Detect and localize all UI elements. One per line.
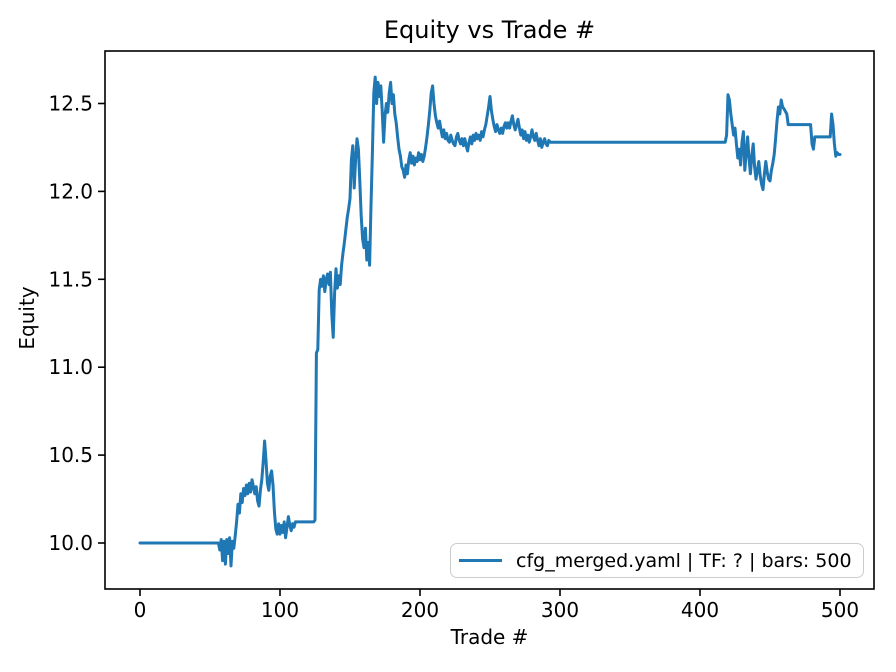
chart-title: Equity vs Trade #: [383, 16, 596, 44]
y-tick-label: 10.5: [48, 443, 93, 467]
x-tick-label: 400: [681, 598, 719, 622]
y-tick-label: 11.5: [48, 267, 93, 291]
x-axis-label: Trade #: [450, 625, 529, 649]
y-tick-label: 11.0: [48, 355, 93, 379]
x-tick-label: 500: [821, 598, 859, 622]
y-tick-label: 12.0: [48, 179, 93, 203]
equity-line: [138, 75, 842, 568]
y-axis-label: Equity: [15, 286, 39, 350]
plot-area-frame: [104, 50, 875, 590]
legend-line-sample-icon: [459, 559, 502, 562]
x-tick-label: 0: [134, 598, 147, 622]
legend-label: cfg_merged.yaml | TF: ? | bars: 500: [516, 549, 852, 572]
y-tick-label: 12.5: [48, 92, 93, 116]
x-tick-label: 200: [401, 598, 439, 622]
x-tick-label: 300: [541, 598, 579, 622]
legend: cfg_merged.yaml | TF: ? | bars: 500: [450, 543, 864, 578]
y-tick-label: 10.0: [48, 531, 93, 555]
x-tick-label: 100: [261, 598, 299, 622]
